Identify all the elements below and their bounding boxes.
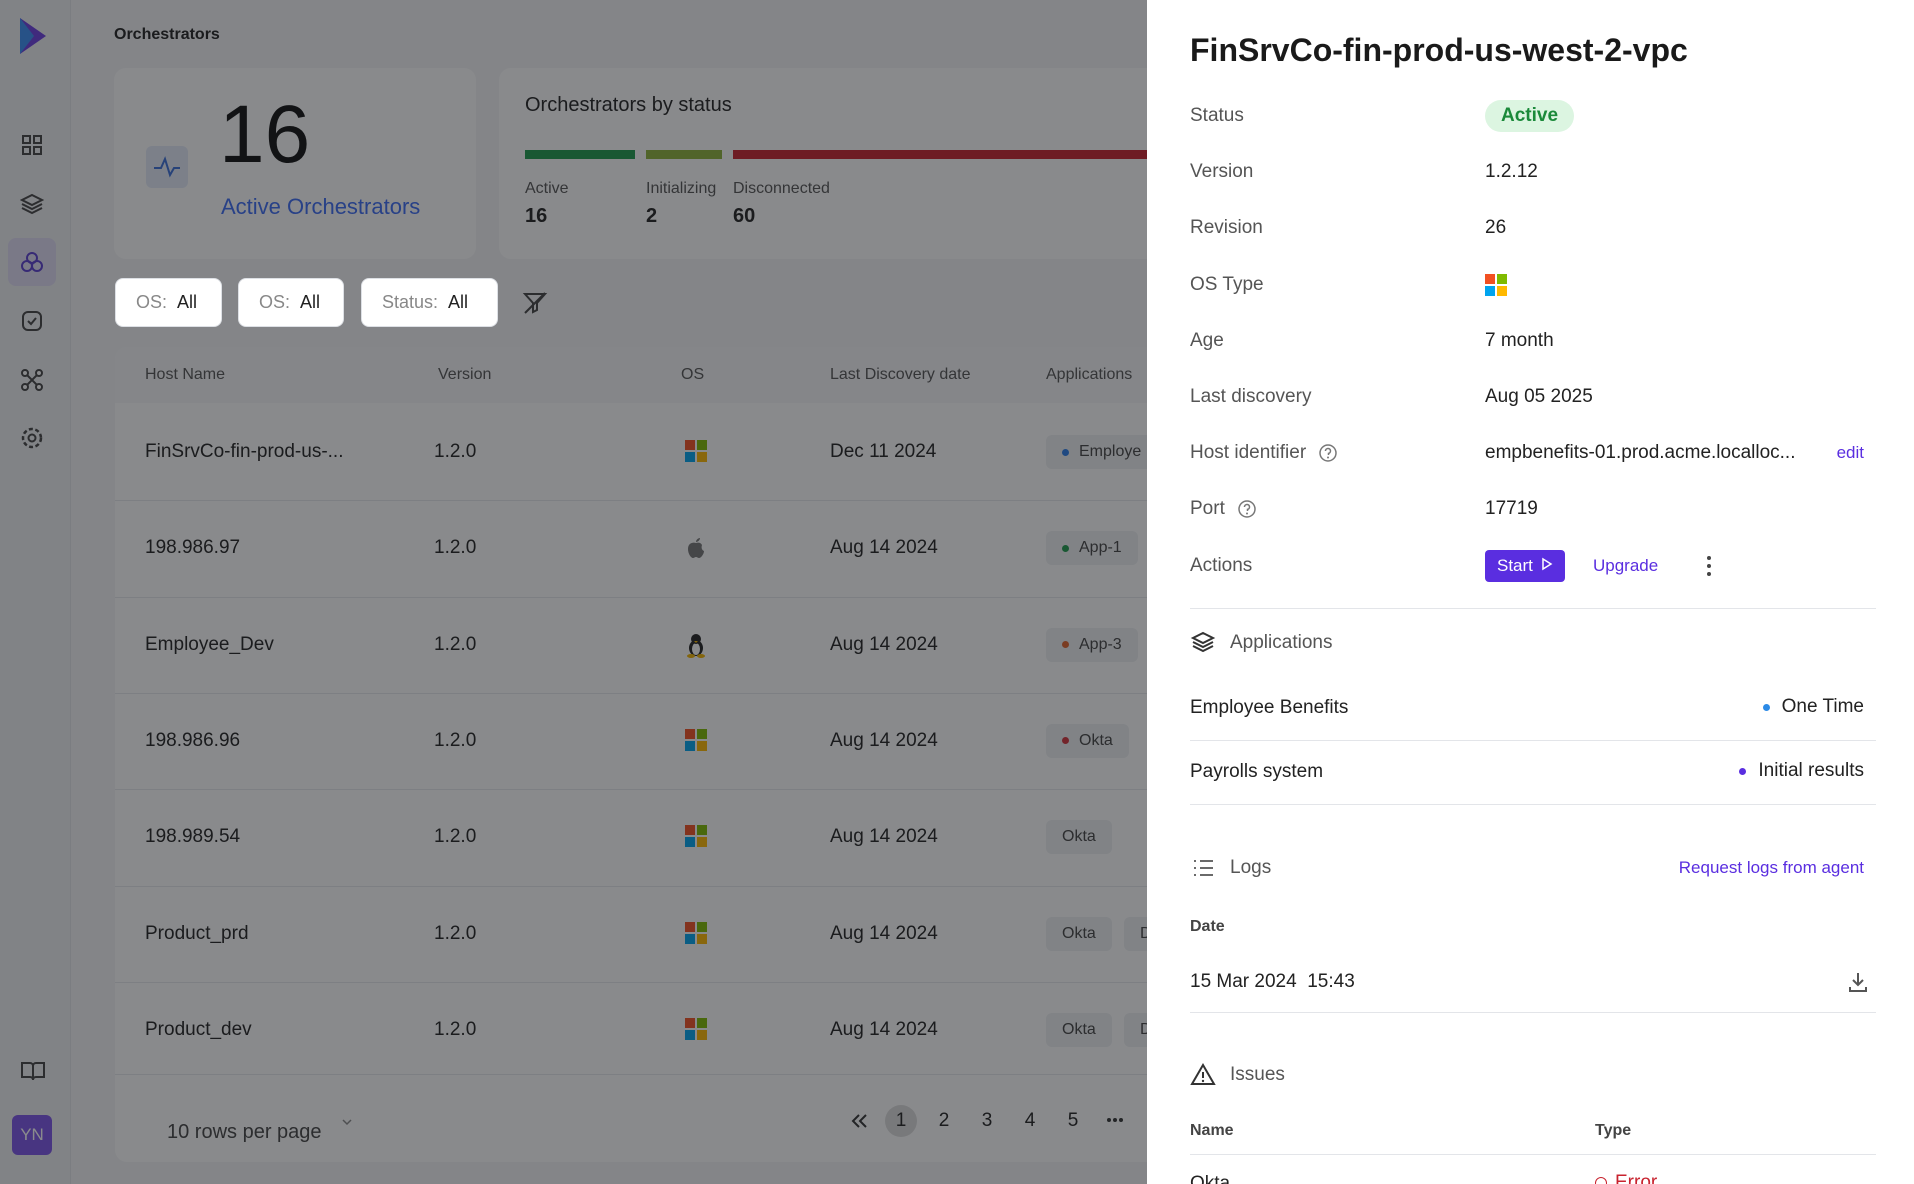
field-value: 1.2.12 xyxy=(1485,161,1538,183)
type-dot xyxy=(1762,703,1770,711)
issues-column: Name xyxy=(1190,1122,1234,1139)
drawer-title: FinSrvCo-fin-prod-us-west-2-vpc xyxy=(1190,32,1688,68)
field-label: OS Type xyxy=(1190,273,1264,295)
log-date: 15 Mar 2024 15:43 xyxy=(1190,971,1355,992)
start-button[interactable]: Start xyxy=(1485,549,1565,582)
type-label: Error xyxy=(1615,1172,1658,1184)
field-label: Age xyxy=(1190,329,1224,351)
field-label: Status xyxy=(1190,105,1244,126)
field-value: 17719 xyxy=(1485,498,1538,520)
play-icon xyxy=(1541,556,1553,576)
overlay[interactable] xyxy=(0,0,1147,1184)
section-title: Logs xyxy=(1230,857,1272,878)
field-label: Port xyxy=(1190,498,1225,520)
help-icon xyxy=(1318,443,1338,468)
app-name: Payrolls system xyxy=(1190,761,1324,782)
details-drawer: FinSrvCo-fin-prod-us-west-2-vpc Status Ac… xyxy=(1147,0,1914,1184)
status-pill: Active xyxy=(1485,100,1575,132)
filter-label: OS: xyxy=(259,292,291,312)
filter-value: All xyxy=(177,292,198,312)
more-menu[interactable] xyxy=(1705,554,1713,583)
type-label: One Time xyxy=(1781,696,1864,717)
field-label: Host identifier xyxy=(1190,442,1307,464)
divider xyxy=(1190,608,1876,609)
filter-dropdown[interactable]: OS: All xyxy=(115,278,222,327)
filter-label: OS: xyxy=(136,292,168,312)
edit-link[interactable]: edit xyxy=(1836,443,1864,463)
type-label: Initial results xyxy=(1758,760,1864,781)
filter-dropdown[interactable]: OS: All xyxy=(238,278,344,327)
filter-dropdown[interactable]: Status: All xyxy=(361,278,498,327)
field-label: Last discovery xyxy=(1190,386,1312,407)
section-icon xyxy=(1190,1062,1216,1093)
divider xyxy=(1190,740,1876,741)
divider xyxy=(1190,1154,1876,1155)
issue-type: Error xyxy=(1595,1172,1657,1184)
logs-column: Date xyxy=(1190,918,1225,935)
upgrade-button[interactable]: Upgrade xyxy=(1593,555,1659,575)
issue-name: Okta xyxy=(1190,1173,1231,1184)
field-value: 26 xyxy=(1485,217,1507,239)
section-icon xyxy=(1190,630,1216,661)
divider xyxy=(1190,1012,1876,1013)
filter-label: Status: xyxy=(382,292,439,312)
field-label: Revision xyxy=(1190,217,1263,239)
error-icon xyxy=(1595,1177,1607,1184)
app-type: One Time xyxy=(1762,696,1864,718)
request-logs-link[interactable]: Request logs from agent xyxy=(1678,858,1864,877)
button-label: Start xyxy=(1497,555,1533,575)
section-title: Applications xyxy=(1230,632,1333,653)
field-value: Aug 05 2025 xyxy=(1485,386,1593,407)
app-type: Initial results xyxy=(1739,760,1864,782)
field-label: Actions xyxy=(1190,554,1253,576)
filter-value: All xyxy=(300,292,321,312)
type-dot xyxy=(1739,767,1747,775)
field-value: 7 month xyxy=(1485,329,1554,351)
section-icon xyxy=(1190,855,1216,886)
os-icon xyxy=(1485,273,1509,303)
divider xyxy=(1190,804,1876,805)
filter-value: All xyxy=(448,292,469,312)
app-name: Employee Benefits xyxy=(1190,697,1349,718)
field-label: Version xyxy=(1190,161,1254,183)
field-value: empbenefits-01.prod.acme.localloc... xyxy=(1485,442,1796,464)
download-icon[interactable] xyxy=(1846,970,1870,999)
section-title: Issues xyxy=(1230,1064,1285,1085)
issues-column: Type xyxy=(1595,1122,1632,1139)
help-icon xyxy=(1237,499,1257,524)
